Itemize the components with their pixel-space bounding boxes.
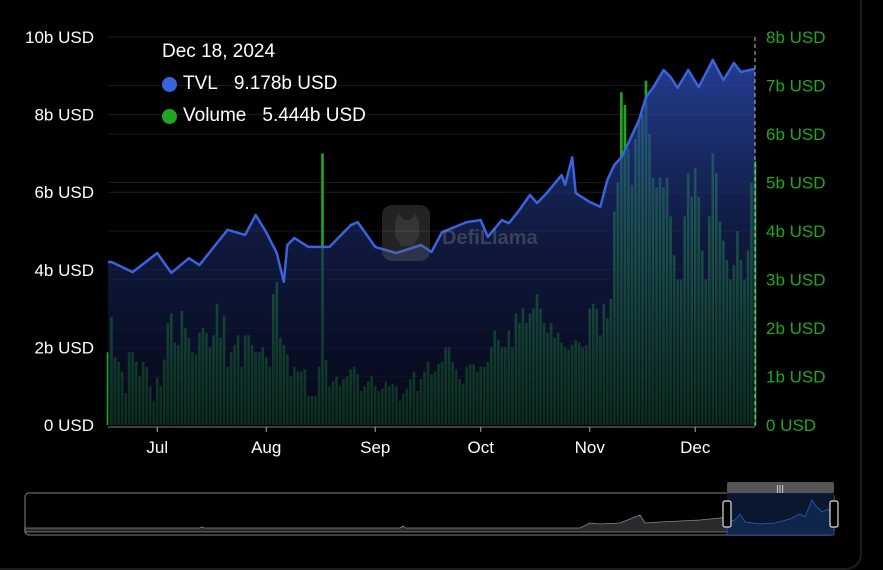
- range-drag-bar[interactable]: [727, 482, 834, 493]
- y-right-tick-label: 5b USD: [766, 174, 826, 193]
- y-left-tick-label: 4b USD: [34, 261, 94, 280]
- x-tick-label: Sep: [360, 438, 390, 457]
- y-right-tick-label: 7b USD: [766, 77, 826, 96]
- y-left-tick-label: 2b USD: [34, 338, 94, 357]
- y-right-tick-label: 3b USD: [766, 271, 826, 290]
- tooltip-item-tvl: TVL 9.178b USD: [162, 68, 366, 100]
- y-left-tick-label: 6b USD: [34, 183, 94, 202]
- tooltip-value: 5.444b USD: [262, 105, 366, 126]
- x-tick-label: Dec: [680, 438, 711, 457]
- defillama-watermark: DefiLlama: [382, 205, 538, 261]
- tooltip-date: Dec 18, 2024: [162, 41, 276, 62]
- tooltip-value: 9.178b USD: [233, 73, 338, 94]
- y-right-tick-label: 0 USD: [766, 416, 816, 435]
- y-right-tick-label: 6b USD: [766, 125, 826, 144]
- tooltip-label: TVL: [183, 73, 218, 94]
- x-tick-label: Aug: [251, 438, 281, 457]
- tvl-area: [108, 58, 756, 426]
- y-right-tick-label: 1b USD: [766, 368, 826, 387]
- tvl-dot-icon: [162, 76, 177, 92]
- y-left-tick-label: 0 USD: [44, 416, 94, 435]
- y-left-tick-label: 8b USD: [34, 106, 94, 125]
- x-tick-label: Nov: [575, 438, 606, 457]
- grip-icon: |||: [776, 484, 784, 493]
- axes: 0 USD 2b USD 4b USD 6b USD 8b USD 10b USD 0 US…: [25, 28, 826, 457]
- tooltip: Dec 18, 2024 TVL 9.178b USD Volume 5.444…: [162, 36, 366, 132]
- x-tick-label: Jul: [146, 438, 168, 457]
- minimap-overview: [24, 514, 728, 533]
- range-handle-right[interactable]: [829, 500, 839, 528]
- volume-dot-icon: [162, 108, 177, 124]
- range-handle-left[interactable]: [722, 500, 732, 528]
- x-tick-label: Oct: [468, 438, 495, 457]
- tooltip-item-volume: Volume 5.444b USD: [162, 100, 366, 132]
- y-right-tick-label: 4b USD: [766, 222, 826, 241]
- y-left-tick-label: 10b USD: [25, 28, 94, 47]
- tvl-area-fill: [108, 59, 755, 426]
- y-right-tick-label: 8b USD: [766, 28, 826, 47]
- watermark-text: DefiLlama: [442, 227, 538, 249]
- y-right-tick-label: 2b USD: [766, 319, 826, 338]
- tooltip-label: Volume: [183, 105, 247, 126]
- range-selector[interactable]: |||: [24, 482, 839, 536]
